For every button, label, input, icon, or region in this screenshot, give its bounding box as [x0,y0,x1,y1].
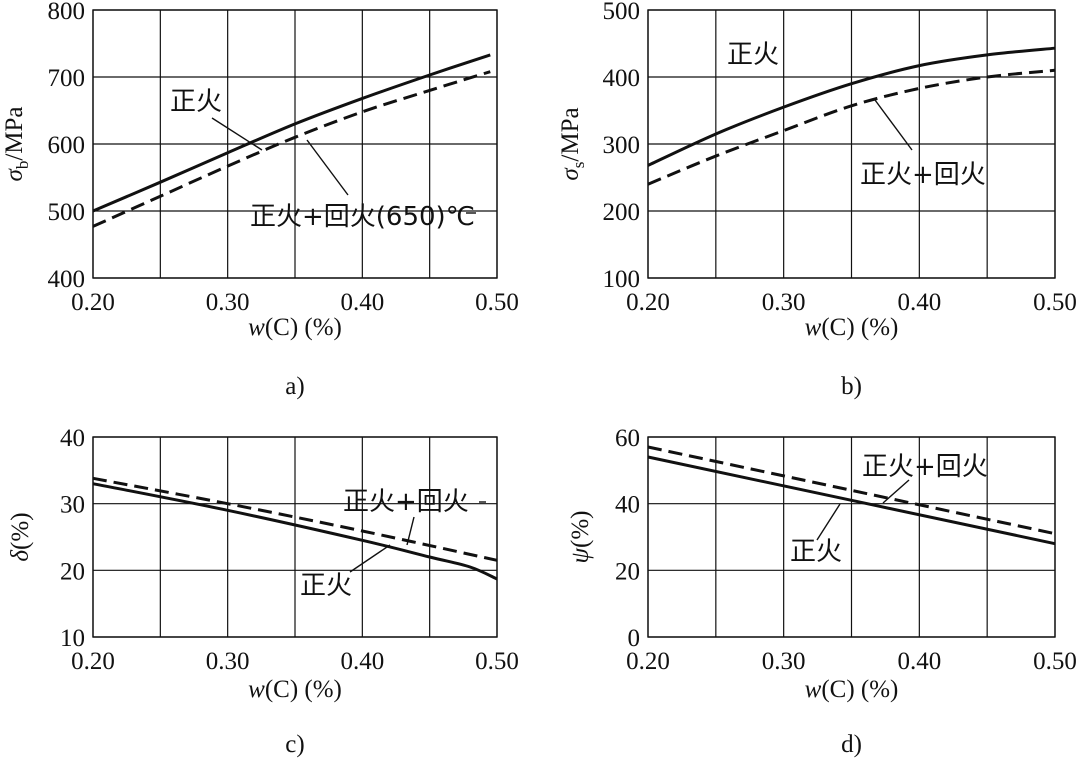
series-line-solid [647,455,1056,546]
y-tick-label: 60 [615,425,640,452]
series-annotation: 正火+回火(650)℃ [250,202,475,232]
x-tick-label: 0.20 [71,648,115,675]
x-tick-label: 0.30 [206,648,250,675]
y-tick-label: 40 [60,425,85,452]
y-tick-label: 300 [603,132,641,159]
panel-label: d) [841,731,862,758]
annotation-leader [211,117,263,151]
y-axis-symbol: σ [1,168,28,182]
plot-frame [647,436,1056,638]
series-annotation: 正火 [300,571,352,601]
y-tick-label: 400 [603,65,641,92]
x-tick-label: 0.50 [475,648,519,675]
y-tick-label: 600 [48,132,86,159]
x-axis-unit: (C) (%) [265,314,342,341]
y-tick-label: 500 [48,199,86,226]
x-axis-unit: (C) (%) [821,314,898,341]
x-tick-label: 0.20 [71,289,115,316]
x-tick-label: 0.50 [1033,648,1077,675]
x-tick-label: 0.40 [897,648,941,675]
x-axis-label: w(C) (%) [805,676,899,703]
chart-panel-d: 0.20 0.30 0.40 0.50 0 20 40 60 w(C) (%) ψ(%) 正火+回火… [567,425,1077,758]
x-tick-label: 0.20 [626,648,670,675]
x-tick-label: 0.40 [340,648,384,675]
series-annotation: 正火 [727,40,779,70]
annotation-leader [406,516,415,546]
y-axis-label: σb/MPa [1,106,32,181]
y-axis-subscript: s [569,162,588,169]
x-axis-label: w(C) (%) [805,314,899,341]
x-axis-label: w(C) (%) [248,676,342,703]
panel-label: c) [285,731,304,758]
x-tick-label: 0.30 [206,289,250,316]
chart-panel-b: 0.20 0.30 0.40 0.50 100 200 300 400 500 w(C) (%) σ… [557,0,1077,400]
x-axis-label: w(C) (%) [248,314,342,341]
x-axis-variable: w [805,676,822,703]
x-axis-variable: w [805,314,822,341]
y-tick-label: 500 [603,0,641,25]
y-tick-label: 400 [48,266,86,293]
annotation-leader [882,479,910,504]
y-axis-subscript: b [13,161,32,170]
annotation-leader [349,544,391,573]
y-tick-label: 700 [48,65,86,92]
x-tick-label: 0.30 [762,289,806,316]
plot-frame [92,436,498,638]
panel-label: a) [285,373,304,400]
y-axis-unit: (%) [567,510,594,547]
annotation-leader [874,99,913,151]
plot-frame [92,9,498,279]
x-tick-label: 0.50 [475,289,519,316]
y-axis-symbol: δ [7,550,34,562]
y-axis-unit: (%) [7,512,34,549]
series-line-dashed [92,70,491,228]
y-tick-label: 800 [48,0,86,25]
chart-panel-a: 0.20 0.30 0.40 0.50 400 500 600 700 800 w(C) (%) σ… [1,0,519,400]
y-axis-symbol: σ [557,167,584,181]
x-axis-unit: (C) (%) [821,676,898,703]
series-line-solid [647,46,1056,167]
y-tick-label: 10 [60,625,85,652]
plot-frame [647,9,1056,279]
y-axis-symbol: ψ [567,548,594,564]
series-annotation: 正火 [790,537,842,567]
series-line-solid [92,482,498,581]
y-tick-label: 0 [628,625,641,652]
series-annotation: 正火+回火 [860,160,986,190]
y-axis-unit: /MPa [1,106,28,160]
series-annotation: 正火+回火 [862,452,988,482]
y-axis-label: σs/MPa [557,107,588,180]
annotation-leader [306,139,349,196]
series-annotation: 正火 [170,87,222,117]
x-tick-label: 0.40 [340,289,384,316]
y-tick-label: 200 [603,199,641,226]
x-tick-label: 0.20 [626,289,670,316]
y-axis-unit: /MPa [557,107,584,161]
x-tick-label: 0.50 [1033,289,1077,316]
x-axis-variable: w [248,314,265,341]
x-tick-label: 0.40 [897,289,941,316]
x-axis-variable: w [248,676,265,703]
y-tick-label: 20 [60,558,85,585]
annotation-leader [816,503,841,541]
chart-panel-c: 0.20 0.30 0.40 0.50 10 20 30 40 w(C) (%) δ(%) 正火+回… [7,425,519,758]
y-tick-label: 30 [60,492,85,519]
y-tick-label: 40 [615,492,640,519]
series-annotation: 正火+回火 [343,487,469,517]
y-axis-label: ψ(%) [567,510,594,563]
x-tick-label: 0.30 [762,648,806,675]
y-tick-label: 100 [603,266,641,293]
series-line-dashed [647,68,1056,186]
series-line-solid [92,53,491,213]
x-axis-unit: (C) (%) [265,676,342,703]
y-tick-label: 20 [615,558,640,585]
y-axis-label: δ(%) [7,512,34,561]
panel-label: b) [841,373,862,400]
